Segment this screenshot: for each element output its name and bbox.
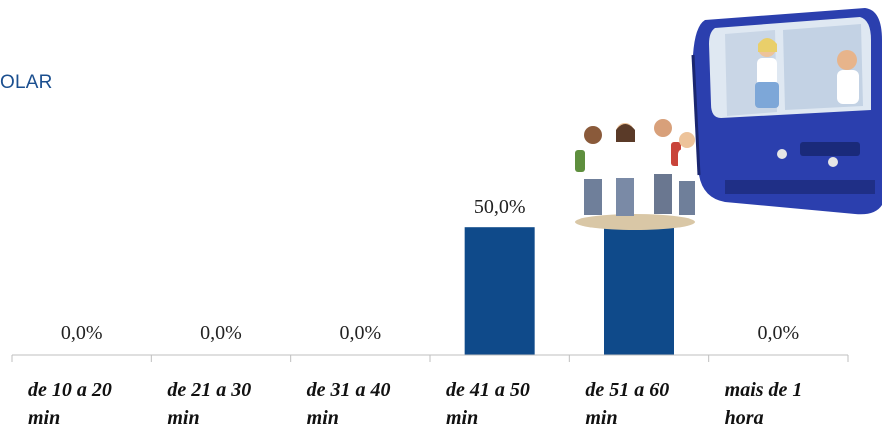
x-tick-label-5: de 51 a 60 <box>585 379 669 401</box>
chart-title: OLAR <box>0 72 53 93</box>
x-tick-label-3: de 31 a 40 <box>307 379 391 401</box>
x-tick-label-2: min <box>167 407 199 429</box>
data-label-4: 50,0% <box>474 196 526 218</box>
x-tick-labels: de 10 a 20 min de 21 a 30 min de 31 a 40 min d… <box>28 379 802 429</box>
students-icon <box>575 119 696 230</box>
x-tick-label-4: min <box>446 407 478 429</box>
bars-layer <box>464 227 674 355</box>
school-bus-illustration <box>575 8 882 230</box>
data-labels: 0,0% 0,0% 0,0% 50,0% 0,0% <box>61 196 799 344</box>
x-tick-label-2: de 21 a 30 <box>167 379 251 401</box>
x-tick-label-3: min <box>307 407 339 429</box>
data-label-3: 0,0% <box>339 322 381 344</box>
bar-4 <box>464 227 535 355</box>
x-axis <box>11 354 849 362</box>
data-label-2: 0,0% <box>200 322 242 344</box>
bar-5 <box>604 227 674 355</box>
x-tick-label-1: de 10 a 20 <box>28 379 112 401</box>
data-label-1: 0,0% <box>61 322 103 344</box>
x-tick-label-1: min <box>28 407 60 429</box>
data-label-6: 0,0% <box>757 322 799 344</box>
x-tick-label-6: hora <box>725 407 764 429</box>
x-tick-label-5: min <box>585 407 617 429</box>
bus-icon <box>691 8 882 215</box>
x-tick-label-4: de 41 a 50 <box>446 379 530 401</box>
x-tick-label-6: mais de 1 <box>725 379 803 401</box>
